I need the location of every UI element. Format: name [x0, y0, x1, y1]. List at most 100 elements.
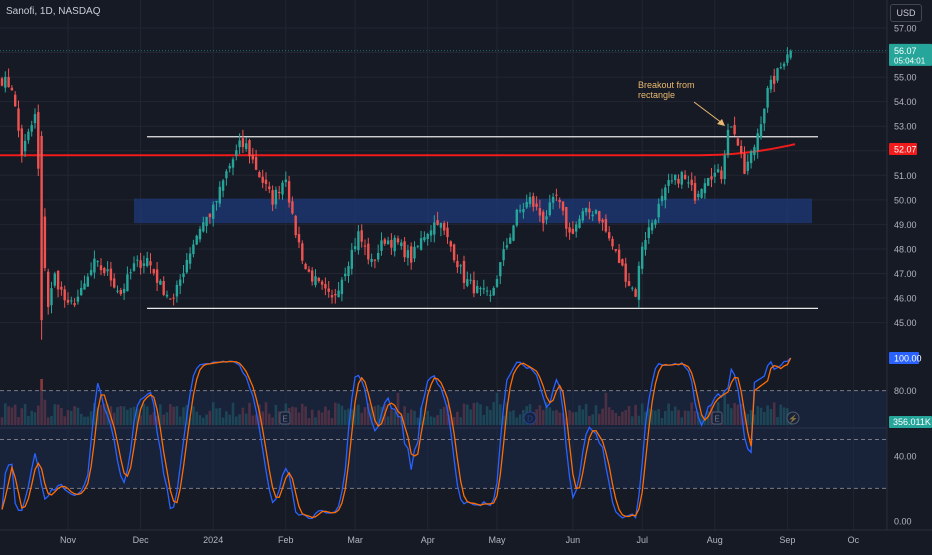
candle-body [571, 228, 575, 234]
candle [584, 207, 588, 216]
annotation-text: rectangle [638, 90, 675, 100]
candle [433, 215, 436, 243]
candle [258, 170, 261, 178]
candle [30, 120, 33, 137]
candle [146, 251, 149, 268]
candle [413, 241, 416, 262]
candle-body [334, 293, 337, 296]
candle [212, 201, 215, 227]
candle-body [492, 287, 495, 296]
candle-body [740, 146, 743, 153]
candle-body [215, 200, 218, 203]
candle-body [179, 279, 182, 286]
candle-body [782, 63, 786, 67]
candle [707, 177, 710, 187]
volume-value-bg [889, 416, 932, 428]
candle-body [287, 181, 291, 203]
candle-body [700, 189, 703, 198]
candle-body [317, 277, 320, 282]
candle-body [476, 285, 479, 293]
candle-body [403, 241, 406, 258]
candle-body [426, 233, 429, 240]
candle-body [103, 268, 106, 274]
candle-body [756, 133, 759, 151]
candle-body [47, 271, 50, 307]
candle-body [393, 237, 396, 252]
candle-body [96, 261, 99, 263]
candle-body [680, 172, 683, 185]
candle-body [749, 151, 753, 164]
candle [505, 238, 509, 250]
candle [769, 75, 773, 93]
candle [116, 285, 119, 294]
candle [396, 235, 400, 245]
candle-body [367, 243, 370, 260]
price-marker-value: 52.07 [894, 145, 917, 155]
candle [657, 198, 660, 224]
candle-body [406, 250, 410, 258]
candle [555, 188, 558, 202]
price-tick-label: 51.00 [894, 171, 917, 181]
candle-body [515, 209, 518, 226]
candle [462, 255, 466, 290]
candle [449, 240, 452, 252]
candle-body [545, 216, 548, 220]
candle-body [584, 207, 588, 213]
candle [459, 263, 462, 275]
candle [786, 47, 789, 66]
candle [509, 233, 512, 244]
candle [614, 248, 617, 253]
candle [169, 298, 172, 300]
candle [443, 220, 446, 236]
candle [499, 261, 502, 285]
candle [83, 275, 86, 290]
candle [377, 244, 380, 263]
candle-body [146, 258, 149, 267]
stoch-value-bg [889, 352, 919, 364]
candle-body [703, 183, 707, 194]
candle-body [555, 194, 558, 196]
candle [759, 116, 763, 140]
candle-body [347, 266, 350, 277]
candle-body [83, 283, 86, 290]
candle-body [198, 228, 202, 240]
candle-body [443, 223, 446, 231]
candle [53, 271, 56, 288]
candle-body [532, 196, 535, 207]
candle [43, 208, 47, 272]
candle-body [505, 245, 509, 248]
candle-body [218, 186, 221, 204]
price-tick-label: 50.00 [894, 195, 917, 205]
candle-body [753, 147, 756, 155]
candle-body [311, 270, 314, 282]
candle-body [139, 260, 142, 268]
candle-body [89, 270, 93, 275]
candle-body [70, 300, 73, 302]
candle-body [330, 295, 334, 298]
candle [479, 286, 482, 297]
candle [139, 252, 142, 275]
candle [360, 224, 363, 248]
candle-body [172, 297, 175, 299]
candle-body [208, 213, 212, 218]
candle-body [647, 227, 650, 239]
candle [363, 239, 367, 256]
candle-body [789, 50, 792, 58]
candle-body [238, 140, 241, 148]
candle-body [608, 232, 611, 239]
candle-body [650, 222, 654, 231]
candle [492, 286, 495, 296]
candle-body [489, 294, 492, 296]
candle-body [353, 246, 357, 250]
stoch-d-line [1, 357, 792, 519]
candle [14, 91, 17, 107]
candle-body [542, 211, 545, 224]
currency-button[interactable]: USD [890, 4, 922, 22]
candle-body [106, 269, 109, 272]
candle [485, 286, 489, 296]
candle-body [466, 279, 469, 286]
candle [165, 290, 169, 299]
candle [452, 243, 456, 263]
